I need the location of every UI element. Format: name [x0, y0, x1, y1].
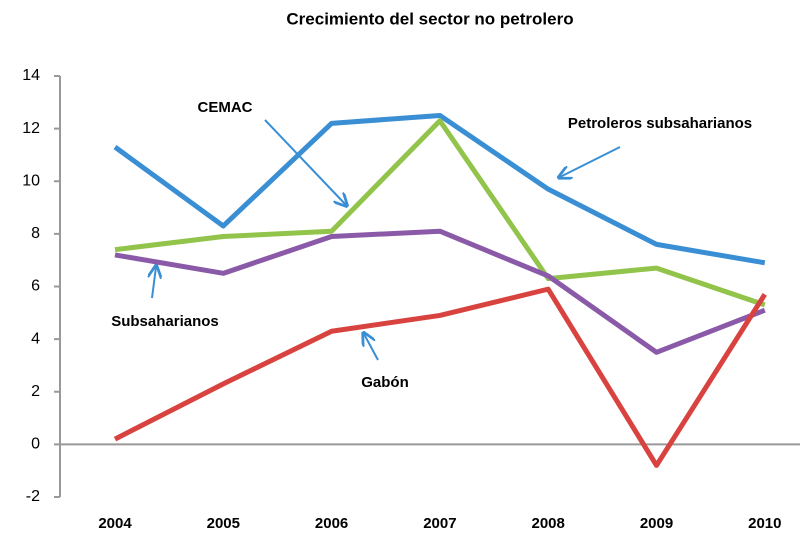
chart-title: Crecimiento del sector no petrolero: [286, 9, 573, 28]
y-tick-label: 14: [22, 67, 40, 84]
series-label: Gabón: [361, 374, 409, 391]
series-label: Petroleros subsaharianos: [568, 115, 752, 132]
x-tick-label: 2009: [640, 515, 673, 532]
arrow: [364, 334, 379, 361]
x-tick-label: 2006: [315, 515, 348, 532]
y-tick-label: 8: [31, 225, 40, 242]
y-tick-label: -2: [26, 488, 40, 505]
arrow: [152, 267, 156, 299]
x-tick-label: 2005: [207, 515, 240, 532]
y-tick-label: 2: [31, 383, 40, 400]
y-tick-label: 10: [22, 172, 40, 189]
series-line: [113, 286, 767, 468]
y-tick-label: 12: [22, 120, 40, 137]
x-tick-label: 2007: [423, 515, 456, 532]
y-tick-label: 6: [31, 278, 40, 295]
x-tick-label: 2004: [98, 515, 132, 532]
y-tick-label: 4: [31, 330, 40, 347]
arrow: [560, 146, 621, 177]
series-line: [114, 228, 766, 355]
series-label: CEMAC: [198, 99, 253, 116]
x-tick-label: 2008: [532, 515, 565, 532]
y-tick-label: 0: [31, 436, 40, 453]
series-label: Subsaharianos: [111, 313, 219, 330]
series-line: [113, 112, 766, 266]
series-line: [114, 118, 766, 308]
x-tick-label: 2010: [748, 515, 781, 532]
arrow: [264, 119, 346, 205]
